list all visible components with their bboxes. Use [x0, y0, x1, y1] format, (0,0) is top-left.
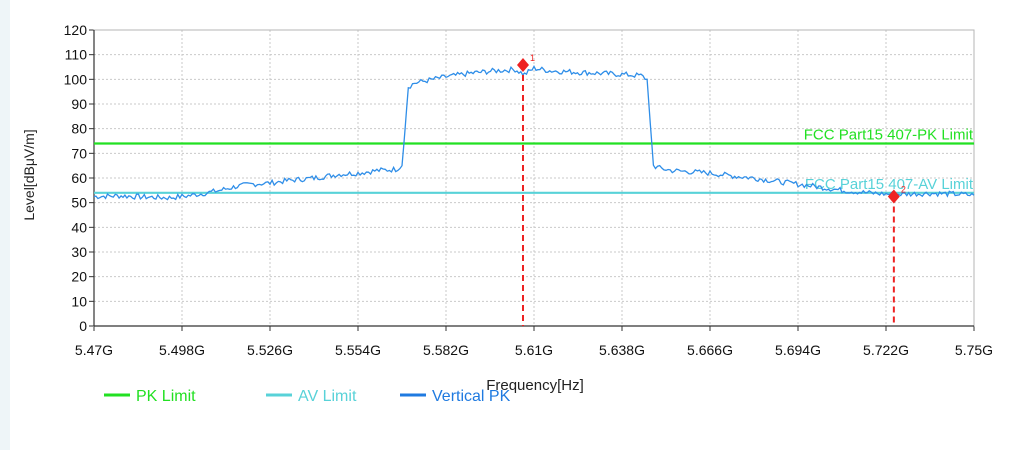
y-tick-label: 90 [71, 96, 87, 112]
left-edge-strip [0, 0, 10, 450]
legend: PK Limit AV Limit Vertical PK [104, 388, 511, 405]
limit-label-pk: FCC Part15 407-PK Limit [804, 126, 974, 143]
y-tick-label: 120 [64, 22, 88, 38]
y-tick-label: 80 [71, 121, 87, 137]
y-tick-label: 110 [65, 47, 88, 63]
y-tick-label: 10 [71, 293, 87, 309]
y-tick-label: 0 [79, 318, 87, 334]
marker-label-2: 2 [901, 185, 906, 195]
y-tick-label: 40 [71, 219, 87, 235]
y-axis-label: Level[dBμV/m] [21, 129, 37, 220]
y-tick-label: 60 [71, 170, 87, 186]
y-tick-label: 20 [71, 269, 87, 285]
x-tick-label: 5.526G [247, 342, 293, 358]
limit-label-av: FCC Part15 407-AV Limit [805, 176, 974, 193]
tick-labels: 0 10 20 30 40 50 60 70 80 90 100 110 120 5.47G 5.498G 5… [64, 22, 993, 358]
y-tick-label: 30 [71, 244, 87, 260]
limit-lines: FCC Part15 407-PK Limit FCC Part15 407-AV… [94, 126, 974, 194]
series [93, 64, 975, 201]
y-tick-label: 70 [71, 145, 87, 161]
legend-label: AV Limit [298, 388, 357, 405]
marker-diamond-2 [887, 189, 900, 204]
x-tick-label: 5.694G [775, 342, 821, 358]
x-tick-label: 5.47G [75, 342, 113, 358]
axes [89, 29, 975, 331]
markers: 12 [517, 53, 906, 326]
legend-label: Vertical PK [432, 388, 511, 405]
legend-label: PK Limit [136, 388, 196, 405]
x-tick-label: 5.554G [335, 342, 381, 358]
x-tick-label: 5.498G [159, 342, 205, 358]
grid [93, 29, 975, 327]
x-tick-label: 5.638G [599, 342, 645, 358]
marker-diamond-1 [517, 58, 529, 73]
x-axis-label: Frequency[Hz] [486, 377, 584, 394]
x-tick-label: 5.666G [687, 342, 733, 358]
marker-label-1: 1 [530, 53, 535, 63]
x-tick-label: 5.722G [863, 342, 909, 358]
y-tick-label: 50 [71, 195, 87, 211]
x-tick-label: 5.582G [423, 342, 469, 358]
x-tick-label: 5.75G [955, 342, 993, 358]
series-line-vertical-pk [93, 64, 975, 201]
y-tick-label: 100 [64, 71, 88, 87]
x-tick-label: 5.61G [515, 342, 553, 358]
